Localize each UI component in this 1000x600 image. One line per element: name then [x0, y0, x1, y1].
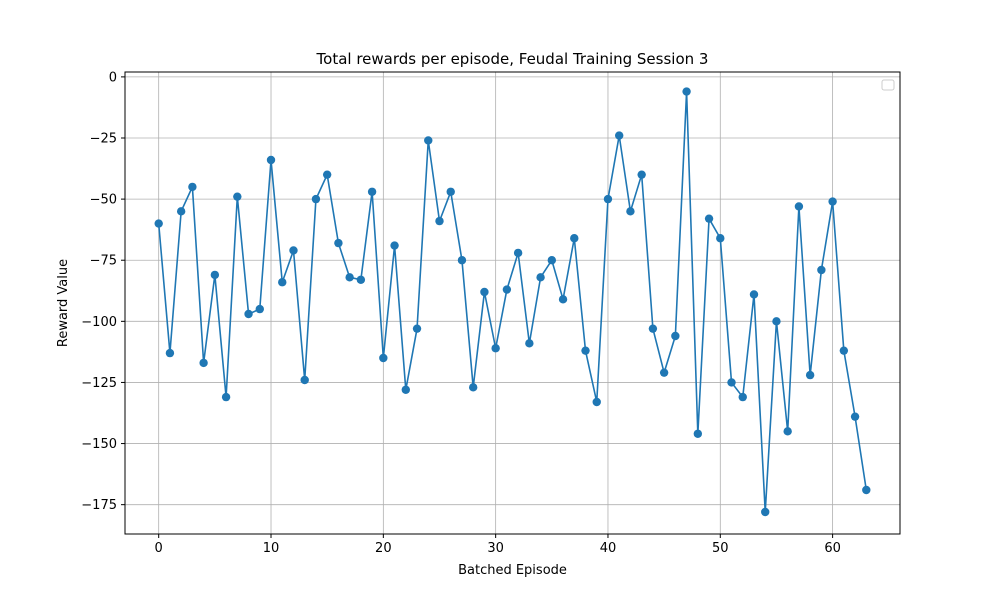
data-point — [379, 353, 388, 363]
data-point — [558, 295, 568, 304]
data-point — [491, 344, 500, 353]
data-point — [581, 346, 590, 355]
data-point — [412, 324, 422, 333]
data-point — [289, 246, 298, 255]
data-point — [805, 370, 815, 380]
data-point — [154, 219, 163, 228]
x-tick-label: 10 — [263, 541, 280, 556]
data-point — [817, 265, 826, 275]
x-tick-label: 0 — [155, 541, 163, 556]
y-tick-label: 0 — [109, 70, 117, 85]
data-point — [671, 331, 680, 341]
data-point — [468, 383, 478, 392]
data-point — [716, 234, 725, 243]
data-point — [334, 238, 343, 248]
data-point — [862, 485, 871, 495]
data-point — [221, 392, 231, 402]
data-point — [165, 348, 175, 358]
series-layer — [154, 87, 871, 517]
data-point — [480, 287, 489, 297]
data-point — [603, 194, 613, 204]
data-point — [761, 507, 770, 517]
data-point — [367, 187, 377, 196]
data-point — [850, 412, 860, 421]
data-point — [457, 256, 467, 265]
data-point — [682, 87, 691, 96]
data-point — [525, 339, 534, 348]
y-tick-label: −25 — [90, 132, 117, 147]
x-tick-label: 30 — [487, 541, 504, 556]
data-point — [626, 207, 635, 216]
series-line — [157, 90, 868, 513]
data-point — [311, 194, 321, 204]
y-tick-label: −175 — [81, 498, 117, 513]
legend-box — [881, 79, 895, 91]
data-point — [322, 170, 332, 179]
data-point — [401, 385, 410, 394]
data-point — [592, 397, 601, 407]
data-point — [783, 427, 792, 436]
data-point — [738, 392, 747, 402]
data-point — [278, 278, 287, 287]
data-point — [693, 429, 703, 438]
data-point — [300, 375, 309, 385]
data-point — [255, 304, 264, 314]
data-point — [839, 346, 849, 355]
x-tick-label: 40 — [600, 541, 617, 556]
y-axis-label: Reward Value — [56, 259, 71, 347]
grid-lines — [125, 72, 900, 534]
data-point — [547, 256, 557, 265]
data-point — [435, 216, 444, 226]
data-point — [188, 182, 197, 192]
data-point — [536, 273, 545, 282]
data-point — [749, 290, 759, 299]
data-point — [615, 131, 624, 140]
data-point — [570, 234, 579, 243]
data-point — [828, 197, 837, 206]
x-tick-label: 20 — [375, 541, 392, 556]
data-point — [772, 317, 781, 326]
y-tick-label: −150 — [81, 437, 117, 452]
axis-ticks: 0 10 20 30 40 50 60 0 −25 −50 −75 −100 −125 −150 −175 — [81, 70, 841, 556]
data-point — [199, 358, 208, 368]
data-point — [176, 207, 186, 216]
data-point — [648, 324, 658, 333]
y-tick-label: −50 — [90, 193, 117, 208]
data-point — [210, 270, 220, 280]
data-point — [794, 202, 804, 211]
data-point — [704, 214, 714, 223]
data-point — [345, 273, 354, 282]
y-tick-label: −75 — [90, 254, 117, 269]
data-point — [727, 378, 736, 387]
data-point — [446, 187, 455, 196]
data-point — [390, 241, 399, 250]
data-point — [266, 155, 276, 165]
y-tick-label: −100 — [81, 315, 117, 330]
data-point — [659, 368, 669, 377]
x-axis-label: Batched Episode — [458, 563, 567, 578]
data-point — [637, 170, 646, 179]
data-point — [233, 192, 242, 201]
chart-title: Total rewards per episode, Feudal Traini… — [316, 50, 709, 68]
data-point — [424, 136, 433, 145]
x-tick-label: 60 — [824, 541, 841, 556]
x-tick-label: 50 — [712, 541, 729, 556]
data-point — [244, 309, 253, 319]
data-point — [502, 285, 512, 294]
y-tick-label: −125 — [81, 376, 117, 391]
data-point — [513, 248, 523, 258]
data-point — [356, 275, 366, 284]
plot-frame — [124, 71, 901, 535]
